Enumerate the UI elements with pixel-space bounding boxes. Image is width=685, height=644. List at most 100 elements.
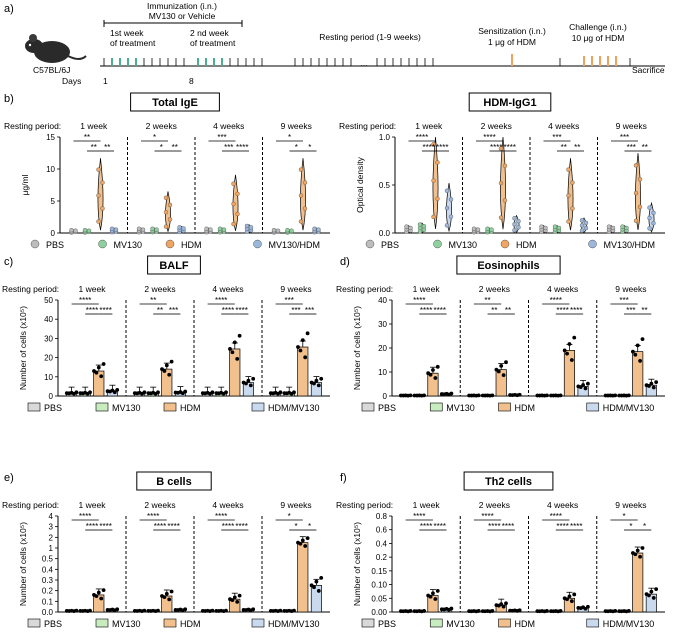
legend-label: HDM <box>515 619 536 629</box>
data-point <box>539 224 544 229</box>
legend-swatch <box>361 402 375 412</box>
data-point <box>556 225 562 231</box>
y-tick-label: 1 <box>49 544 54 553</box>
y-tick-label: 10 <box>44 373 53 382</box>
data-point <box>162 595 167 600</box>
data-point <box>319 376 324 381</box>
data-point <box>572 335 577 340</box>
data-point <box>626 393 631 398</box>
y-axis-label: μg/ml <box>20 174 30 195</box>
resting-week-label: 4 weeks <box>212 284 243 294</box>
data-point <box>96 590 101 595</box>
resting-week-label: 9 weeks <box>616 121 647 131</box>
data-point <box>235 599 240 604</box>
panel-letter: d) <box>340 256 350 268</box>
y-tick-label: 0.10 <box>371 581 387 590</box>
resting-week-label: 9 weeks <box>280 500 311 510</box>
legend-label: HDM <box>181 240 202 250</box>
data-point <box>566 167 571 172</box>
data-point <box>217 226 223 231</box>
data-point <box>475 227 481 232</box>
data-point <box>490 393 495 398</box>
data-point <box>302 206 308 211</box>
data-point <box>408 393 413 398</box>
legend-swatch <box>163 402 177 412</box>
data-point <box>651 596 656 600</box>
data-point <box>237 333 242 338</box>
data-point <box>296 345 300 349</box>
data-point <box>654 380 659 385</box>
legend-label: PBS <box>381 240 399 250</box>
resting-period-label: Resting period: <box>2 284 59 294</box>
significance-label: **** <box>488 522 500 531</box>
data-point <box>647 384 651 388</box>
significance-label: ** <box>84 133 90 142</box>
chart-panel-3: c) BALF Resting period: 1 week 2 weeks 4 week… <box>2 255 330 413</box>
y-axis-label: Optical density <box>355 156 365 212</box>
data-point <box>567 342 572 346</box>
data-point <box>96 219 101 224</box>
data-point <box>640 337 645 342</box>
data-point <box>572 592 577 597</box>
chart-panel-4: d) Eosinophils Resting period: 1 week 2 week… <box>336 255 665 413</box>
data-point <box>504 360 508 365</box>
significance-label: **** <box>481 512 493 521</box>
significance-label: ** <box>642 143 648 152</box>
legend-label: HDM/MV130 <box>603 619 655 629</box>
data-point <box>271 227 277 233</box>
data-point <box>448 197 454 202</box>
y-tick-label: 20 <box>44 354 53 363</box>
significance-label: **** <box>99 522 111 531</box>
significance-label: **** <box>416 133 428 142</box>
resting-week-label: 1 week <box>79 500 107 510</box>
data-point <box>88 608 92 613</box>
resting-week-label: 2 weeks <box>481 121 512 131</box>
data-point <box>101 588 106 593</box>
bar <box>495 369 507 397</box>
data-point <box>428 594 433 599</box>
significance-label: * <box>153 133 156 142</box>
sensitization-dose: 1 μg of HDM <box>488 37 536 47</box>
data-point <box>228 347 232 351</box>
significance-label: *** <box>619 296 628 305</box>
significance-label: **** <box>215 512 227 521</box>
data-point <box>624 225 629 231</box>
data-point <box>112 390 117 395</box>
data-point <box>610 225 616 231</box>
resting-week-label: 1 week <box>415 121 443 131</box>
data-point <box>94 594 99 599</box>
data-point <box>115 607 120 612</box>
data-point <box>565 597 569 602</box>
significance-label: *** <box>305 306 314 315</box>
challenge-label: Challenge (i.n.) <box>569 22 627 32</box>
legend-swatch <box>95 402 109 412</box>
significance-label: **** <box>236 143 248 152</box>
data-point <box>167 217 173 222</box>
y-tick-label: 50 <box>44 296 53 305</box>
data-point <box>208 227 213 232</box>
data-point <box>626 609 631 613</box>
legend-label: MV130/HDM <box>269 240 321 250</box>
y-tick-label: 3 <box>49 523 54 532</box>
significance-label: ** <box>574 143 580 152</box>
chart-title-box <box>130 92 220 112</box>
data-point <box>204 226 209 231</box>
data-point <box>633 352 638 357</box>
data-point <box>163 209 169 215</box>
significance-label: **** <box>420 522 432 531</box>
chart-title: HDM-IgG1 <box>483 97 536 109</box>
data-point <box>517 392 522 397</box>
data-point <box>498 180 504 186</box>
data-point <box>613 609 618 613</box>
data-point <box>235 356 240 361</box>
chart-title: BALF <box>159 260 189 272</box>
data-point <box>649 381 654 386</box>
significance-label: *** <box>291 306 300 315</box>
data-point <box>566 219 571 224</box>
data-point <box>583 220 589 226</box>
legend-swatch <box>588 239 597 249</box>
significance-label: *** <box>620 133 629 142</box>
data-point <box>490 609 495 613</box>
significance-label: **** <box>570 306 582 315</box>
data-point <box>100 180 105 185</box>
